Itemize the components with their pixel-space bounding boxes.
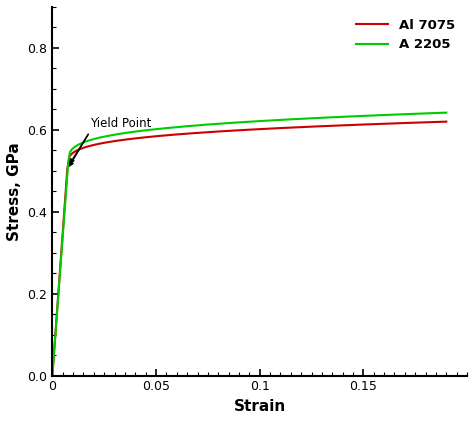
A 2205 [377,113,383,118]
Text: Yield Point: Yield Point [90,117,151,130]
A 2205 [434,110,440,115]
Y-axis label: Stress, GPa: Stress, GPa [7,142,22,241]
Al 7075 [49,373,55,378]
A 2205 [158,126,164,131]
A 2205 [292,117,297,122]
Line: A 2205: A 2205 [52,113,447,376]
Al 7075 [377,121,383,126]
Al 7075 [291,125,297,130]
Legend: Al 7075, A 2205: Al 7075, A 2205 [350,13,460,57]
X-axis label: Strain: Strain [234,399,286,414]
Al 7075 [444,119,449,124]
A 2205 [444,110,449,115]
Al 7075 [434,120,440,125]
A 2205 [261,118,266,123]
A 2205 [249,119,255,124]
Al 7075 [158,133,164,139]
Line: Al 7075: Al 7075 [52,122,447,376]
Al 7075 [249,127,255,132]
Al 7075 [261,126,266,131]
A 2205 [49,373,55,378]
